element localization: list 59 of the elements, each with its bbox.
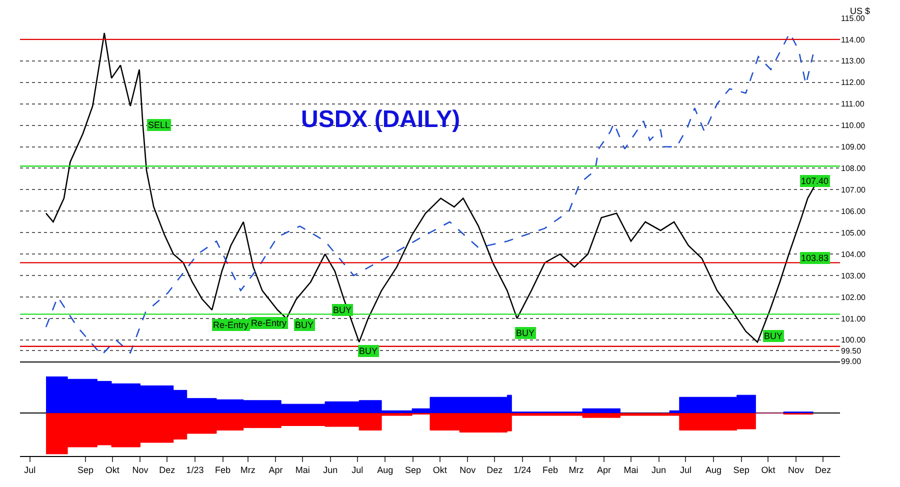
y-tick-label: 100.00 bbox=[841, 336, 866, 345]
x-tick-label: Aug bbox=[377, 464, 394, 475]
y-tick-label: 109.00 bbox=[841, 142, 866, 152]
annotation: BUY bbox=[516, 328, 535, 338]
x-tick-label: Dez bbox=[159, 464, 176, 475]
x-tick-label: Nov bbox=[460, 464, 476, 475]
y-tick-label: 99.50 bbox=[841, 346, 862, 356]
x-tick-label: Jul bbox=[352, 464, 364, 475]
y-tick-label: 110.00 bbox=[841, 121, 866, 130]
y-axis-title: US $ bbox=[850, 6, 870, 16]
x-tick-label: Mai bbox=[295, 464, 310, 475]
x-tick-label: Jul bbox=[24, 464, 36, 475]
y-tick-label: 101.00 bbox=[841, 314, 866, 324]
x-tick-label: Okt bbox=[432, 464, 448, 475]
annotation: Re-Entry bbox=[251, 318, 288, 328]
y-tick-label: 102.00 bbox=[841, 292, 866, 302]
y-tick-label: 103.00 bbox=[841, 271, 866, 280]
y-tick-label: 113.00 bbox=[841, 56, 866, 66]
x-tick-label: Apr bbox=[597, 464, 612, 475]
y-tick-label: 108.00 bbox=[841, 164, 866, 174]
y-tick-label: 104.00 bbox=[841, 250, 866, 259]
x-tick-label: Jun bbox=[652, 464, 666, 475]
x-tick-label: Feb bbox=[215, 464, 231, 475]
x-tick-label: Sep bbox=[77, 464, 94, 475]
annotation: BUY bbox=[333, 305, 352, 315]
y-tick-label: 107.00 bbox=[841, 186, 866, 194]
y-tick-label: 111.00 bbox=[841, 100, 865, 109]
y-tick-label: 106.00 bbox=[841, 206, 866, 216]
x-tick-label: Sep bbox=[404, 464, 421, 475]
x-tick-label: Sep bbox=[733, 464, 750, 475]
x-tick-label: Jul bbox=[680, 464, 692, 475]
annotation: BUY bbox=[764, 331, 783, 341]
x-tick-label: Feb bbox=[542, 464, 558, 475]
x-tick-label: Nov bbox=[788, 464, 805, 475]
x-tick-label: Dez bbox=[486, 464, 504, 475]
x-tick-label: Dez bbox=[814, 464, 832, 475]
annotation: Re-Entry bbox=[213, 320, 250, 330]
annotation: SELL bbox=[148, 120, 170, 130]
y-tick-label: 105.00 bbox=[841, 228, 866, 238]
x-tick-label: Mai bbox=[624, 464, 638, 475]
y-tick-label: 114.00 bbox=[841, 35, 866, 44]
x-tick-label: 1/24 bbox=[514, 464, 532, 475]
y-tick-label: 112.00 bbox=[841, 78, 866, 88]
annotation: 107.40 bbox=[801, 176, 829, 186]
x-tick-label: Apr bbox=[268, 464, 283, 475]
x-tick-label: Aug bbox=[705, 464, 722, 475]
x-tick-label: Nov bbox=[132, 464, 149, 475]
annotation: 103.83 bbox=[801, 253, 829, 263]
x-tick-label: Okt bbox=[761, 464, 776, 475]
x-tick-label: Okt bbox=[105, 464, 120, 475]
x-tick-label: Jun bbox=[323, 464, 338, 475]
y-tick-label: 115.00 bbox=[841, 14, 866, 23]
x-tick-label: 1/23 bbox=[186, 464, 204, 475]
annotation: BUY bbox=[359, 346, 378, 356]
x-tick-label: Mrz bbox=[568, 464, 584, 475]
annotation: BUY bbox=[295, 320, 314, 330]
text: USDX (DAILY) bbox=[301, 106, 460, 133]
x-tick-label: Mrz bbox=[240, 464, 256, 475]
y-tick-label: 99.00 bbox=[841, 357, 862, 366]
